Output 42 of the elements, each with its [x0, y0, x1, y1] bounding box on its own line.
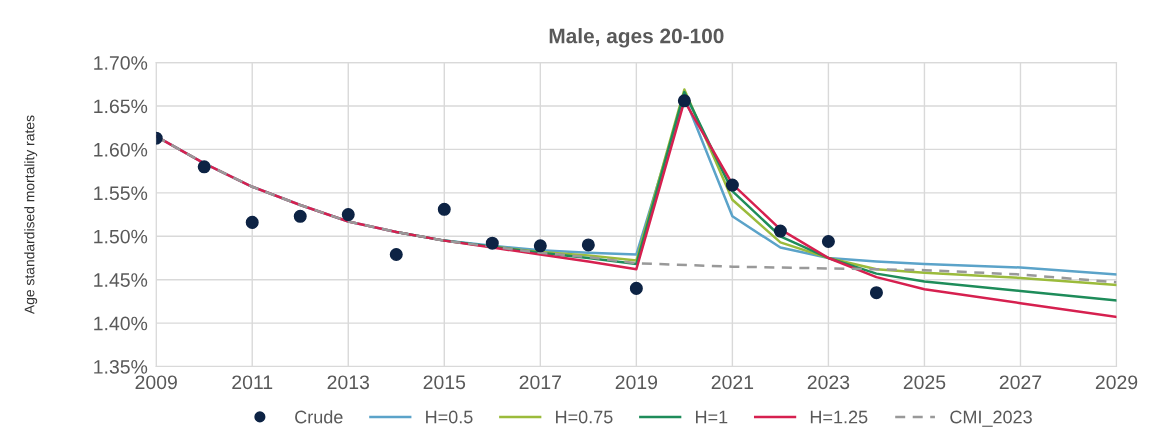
- y-tick-label: 1.65%: [94, 99, 148, 114]
- chart-title: Male, ages 20-100: [549, 28, 724, 48]
- y-axis-title: Age standardised mortality rates: [24, 115, 38, 315]
- x-tick-label: 2013: [327, 375, 370, 390]
- y-tick-label: 1.40%: [94, 316, 148, 331]
- y-tick-label: 1.45%: [94, 273, 148, 287]
- x-tick-label: 2027: [999, 375, 1042, 390]
- x-tick-label: 2025: [903, 375, 946, 390]
- y-tick-label: 1.60%: [94, 142, 148, 157]
- point: [629, 281, 643, 295]
- point: [341, 208, 355, 222]
- x-tick-label: 2029: [1095, 375, 1138, 390]
- x-tick-label: 2011: [232, 375, 273, 390]
- y-tick-label: 1.50%: [94, 229, 148, 244]
- point: [245, 215, 259, 229]
- point: [485, 236, 499, 250]
- point: [581, 238, 595, 252]
- x-tick-label: 2009: [135, 375, 177, 390]
- point: [725, 178, 739, 192]
- y-tick-label: 1.70%: [94, 56, 148, 70]
- point: [677, 94, 691, 108]
- x-tick-label: 2019: [615, 375, 658, 390]
- legend-label: H=1: [696, 410, 728, 424]
- x-tick-label: 2023: [807, 375, 850, 390]
- point: [533, 239, 547, 253]
- y-tick-label: 1.55%: [94, 186, 148, 201]
- point: [437, 202, 451, 216]
- legend-label: H=1.25: [810, 410, 868, 424]
- point: [821, 234, 835, 248]
- point: [389, 248, 403, 262]
- legend-label: H=0.75: [556, 410, 613, 424]
- legend-label: CMI_2023: [950, 410, 1032, 427]
- x-tick-label: 2017: [519, 375, 561, 390]
- x-tick-label: 2015: [423, 375, 466, 390]
- point: [293, 209, 307, 223]
- x-tick-label: 2021: [711, 375, 754, 390]
- point: [197, 160, 211, 174]
- legend-label: Crude: [295, 410, 343, 424]
- y-tick-label: 1.35%: [94, 360, 148, 374]
- legend-label: H=0.5: [426, 410, 473, 424]
- point: [869, 286, 883, 300]
- point: [773, 224, 787, 238]
